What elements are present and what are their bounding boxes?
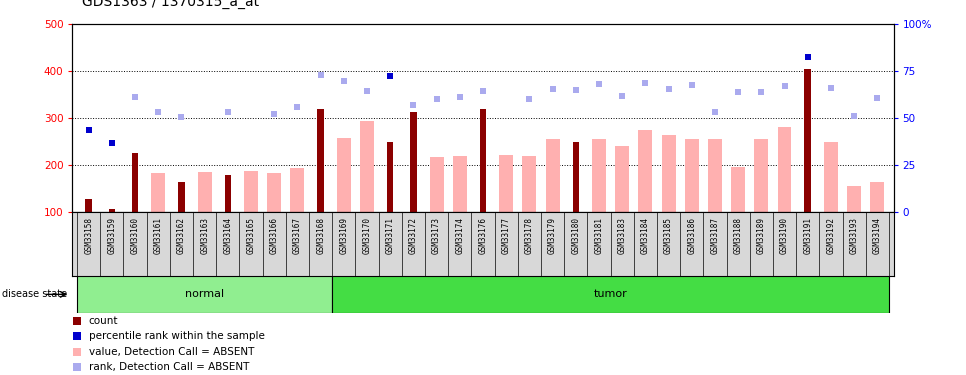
Bar <box>244 171 258 212</box>
Bar <box>480 109 486 212</box>
Text: GSM33191: GSM33191 <box>803 217 812 254</box>
Bar <box>453 156 467 212</box>
Text: disease state: disease state <box>2 290 67 299</box>
Text: GSM33162: GSM33162 <box>177 217 186 254</box>
Text: GSM33159: GSM33159 <box>107 217 116 254</box>
Text: GSM33168: GSM33168 <box>316 217 326 254</box>
Bar <box>731 167 745 212</box>
Bar <box>708 139 722 212</box>
Text: GSM33160: GSM33160 <box>130 217 139 254</box>
Bar <box>131 153 138 212</box>
Text: GSM33185: GSM33185 <box>664 217 673 254</box>
Bar <box>754 139 768 212</box>
Bar <box>77 276 332 313</box>
Text: GSM33183: GSM33183 <box>617 217 627 254</box>
Text: GSM33186: GSM33186 <box>687 217 696 254</box>
Text: tumor: tumor <box>594 290 628 299</box>
Bar <box>108 209 115 212</box>
Text: GSM33188: GSM33188 <box>733 217 743 254</box>
Bar <box>639 130 652 212</box>
Bar <box>318 109 324 212</box>
Bar <box>291 168 304 212</box>
Text: GSM33192: GSM33192 <box>827 217 836 254</box>
Text: GSM33158: GSM33158 <box>84 217 93 254</box>
Bar <box>805 69 811 212</box>
Text: count: count <box>89 316 119 326</box>
Bar <box>662 135 675 212</box>
Text: GSM33169: GSM33169 <box>339 217 349 254</box>
Bar <box>85 199 92 212</box>
Bar <box>523 156 536 212</box>
Bar <box>615 146 629 212</box>
Text: GDS1363 / 1370315_a_at: GDS1363 / 1370315_a_at <box>82 0 259 9</box>
Text: GSM33167: GSM33167 <box>293 217 302 254</box>
Bar <box>178 182 185 212</box>
Text: value, Detection Call = ABSENT: value, Detection Call = ABSENT <box>89 347 254 357</box>
Bar <box>225 176 231 212</box>
Bar <box>870 182 884 212</box>
Text: GSM33178: GSM33178 <box>525 217 534 254</box>
Text: GSM33163: GSM33163 <box>200 217 210 254</box>
Text: GSM33174: GSM33174 <box>455 217 465 254</box>
Text: GSM33172: GSM33172 <box>409 217 418 254</box>
Text: GSM33179: GSM33179 <box>548 217 557 254</box>
Text: GSM33161: GSM33161 <box>154 217 163 254</box>
Bar <box>337 138 351 212</box>
Bar <box>847 186 861 212</box>
Text: GSM33193: GSM33193 <box>850 217 859 254</box>
Bar <box>430 157 443 212</box>
Bar <box>546 139 559 212</box>
Bar <box>332 276 889 313</box>
Text: GSM33165: GSM33165 <box>246 217 256 254</box>
Text: GSM33181: GSM33181 <box>594 217 604 254</box>
Text: GSM33164: GSM33164 <box>223 217 233 254</box>
Text: rank, Detection Call = ABSENT: rank, Detection Call = ABSENT <box>89 362 249 372</box>
Text: GSM33170: GSM33170 <box>362 217 372 254</box>
Text: percentile rank within the sample: percentile rank within the sample <box>89 332 265 341</box>
Bar <box>360 121 374 212</box>
Bar <box>685 139 698 212</box>
Text: GSM33189: GSM33189 <box>756 217 766 254</box>
Text: GSM33184: GSM33184 <box>640 217 650 254</box>
Text: GSM33173: GSM33173 <box>432 217 441 254</box>
Bar <box>152 173 165 212</box>
Bar <box>824 142 838 212</box>
Bar <box>198 172 212 212</box>
Text: GSM33176: GSM33176 <box>478 217 488 254</box>
Bar <box>499 154 513 212</box>
Text: GSM33187: GSM33187 <box>710 217 720 254</box>
Text: GSM33180: GSM33180 <box>571 217 581 254</box>
Text: GSM33194: GSM33194 <box>873 217 882 254</box>
Text: GSM33166: GSM33166 <box>270 217 279 254</box>
Bar <box>592 139 606 212</box>
Text: GSM33190: GSM33190 <box>780 217 789 254</box>
Bar <box>268 173 281 212</box>
Text: GSM33177: GSM33177 <box>501 217 511 254</box>
Text: GSM33171: GSM33171 <box>385 217 395 254</box>
Bar <box>411 112 416 212</box>
Text: normal: normal <box>185 290 224 299</box>
Bar <box>778 127 791 212</box>
Bar <box>387 142 393 212</box>
Bar <box>573 142 579 212</box>
